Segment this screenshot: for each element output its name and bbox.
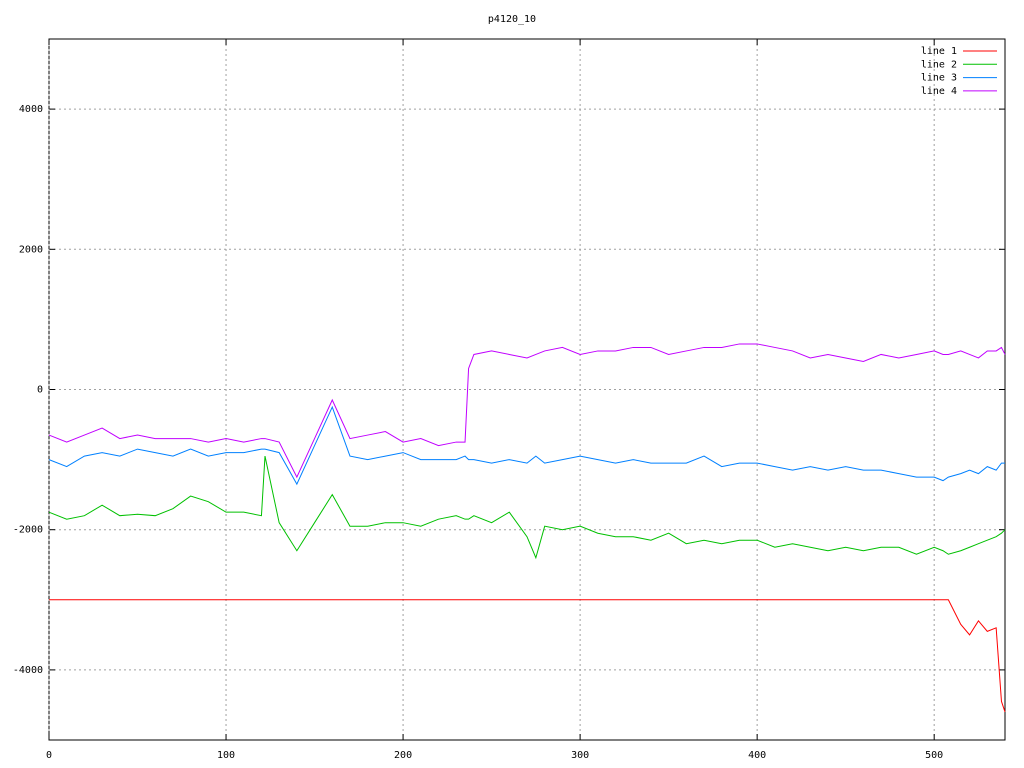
x-tick-label: 400 <box>748 750 766 761</box>
series-line <box>48 343 1006 479</box>
legend-label: line 1 <box>921 46 957 57</box>
plot-frame <box>48 38 1006 741</box>
y-tick-label: 4000 <box>19 104 43 115</box>
x-tick-label: 200 <box>394 750 412 761</box>
series-line <box>48 405 1005 486</box>
legend-label: line 2 <box>921 59 957 70</box>
x-tick-label: 100 <box>217 750 235 761</box>
y-tick-label: 0 <box>37 385 43 396</box>
chart-title: p4120_10 <box>488 14 536 25</box>
legend-label: line 4 <box>921 86 957 97</box>
y-tick-label: -2000 <box>13 525 43 536</box>
y-tick-label: -4000 <box>13 665 43 676</box>
y-tick-label: 2000 <box>19 244 43 255</box>
x-tick-label: 300 <box>571 750 589 761</box>
series-line <box>49 599 1006 713</box>
x-tick-label: 0 <box>46 750 52 761</box>
legend-label: line 3 <box>921 73 957 84</box>
x-tick-label: 500 <box>925 750 943 761</box>
series-line <box>48 455 1006 560</box>
